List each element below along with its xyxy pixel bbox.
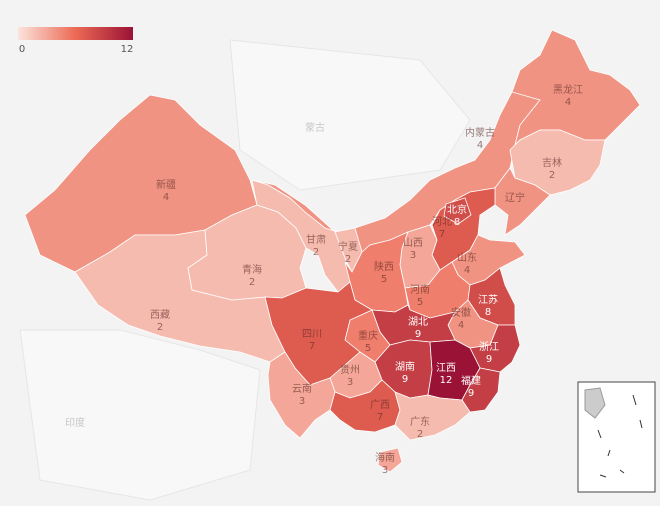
region-name: 湖南 — [395, 360, 415, 373]
region-value: 4 — [458, 320, 464, 331]
region-value: 9 — [486, 354, 492, 365]
region-name: 甘肃 — [306, 233, 326, 246]
region — [443, 197, 472, 225]
region-name: 青海 — [242, 263, 262, 276]
region-name: 内蒙古 — [465, 126, 495, 139]
region-value: 9 — [402, 374, 408, 385]
region-value: 2 — [313, 247, 319, 258]
region-value: 3 — [347, 377, 353, 388]
background-label: 印度 — [65, 416, 85, 429]
region-name: 河南 — [410, 283, 430, 296]
region-name: 浙江 — [479, 341, 499, 353]
legend-bar — [18, 27, 133, 40]
region-name: 河北 — [432, 216, 452, 228]
region-value: 3 — [382, 465, 388, 476]
regions — [24, 29, 641, 473]
region-value: 5 — [365, 343, 371, 354]
region-name: 陕西 — [374, 260, 394, 273]
region-name: 北京 — [447, 203, 467, 216]
region-name: 江西 — [436, 362, 456, 374]
region-value: 4 — [565, 97, 571, 108]
region-value: 7 — [309, 341, 315, 352]
legend-min: 0 — [19, 44, 25, 55]
region-name: 黑龙江 — [553, 83, 583, 96]
region-value: 5 — [381, 274, 387, 285]
region-name: 贵州 — [340, 363, 360, 376]
region-value: 2 — [345, 254, 351, 265]
region-value: 7 — [439, 229, 445, 240]
region-value: 7 — [377, 412, 383, 423]
region-value: 12 — [440, 375, 453, 386]
region — [494, 167, 551, 236]
region — [377, 447, 403, 473]
region-value: 9 — [415, 329, 421, 340]
region-value: 2 — [549, 170, 555, 181]
inset-islands — [597, 394, 643, 478]
neighbor-land — [229, 39, 471, 191]
region-name: 辽宁 — [505, 191, 525, 204]
region-name: 新疆 — [156, 178, 176, 191]
region-value: 5 — [417, 297, 423, 308]
inset-land — [584, 387, 606, 419]
region-value: 4 — [477, 140, 483, 151]
region-value: 9 — [468, 388, 474, 399]
region-value: 3 — [410, 250, 416, 261]
region-value: 2 — [157, 322, 163, 333]
region-name: 四川 — [302, 329, 322, 340]
region-value: 2 — [249, 277, 255, 288]
legend-max: 12 — [121, 44, 134, 55]
region — [461, 367, 501, 413]
region-name: 吉林 — [542, 156, 562, 169]
region-name: 海南 — [375, 451, 395, 464]
region-value: 4 — [163, 192, 169, 203]
region-value: 2 — [417, 429, 423, 440]
region-value: 8 — [485, 307, 491, 318]
region-value: 8 — [454, 217, 460, 228]
region-name: 云南 — [292, 382, 312, 395]
region-value: 3 — [299, 396, 305, 407]
background-label: 蒙古 — [305, 121, 325, 134]
region-name: 西藏 — [150, 309, 170, 321]
region-name: 广东 — [410, 415, 430, 428]
region-name: 福建 — [461, 374, 481, 387]
region — [267, 351, 336, 439]
region-name: 安徽 — [451, 306, 471, 319]
region-name: 广西 — [370, 399, 390, 411]
region-name: 重庆 — [358, 329, 378, 342]
region-name: 山西 — [403, 237, 423, 249]
region-value: 4 — [464, 265, 470, 276]
neighbor-land — [19, 329, 261, 501]
region-name: 宁夏 — [338, 240, 358, 253]
region-name: 湖北 — [408, 316, 428, 328]
region — [394, 391, 471, 441]
region-name: 山东 — [457, 251, 477, 264]
region-name: 江苏 — [478, 293, 498, 306]
